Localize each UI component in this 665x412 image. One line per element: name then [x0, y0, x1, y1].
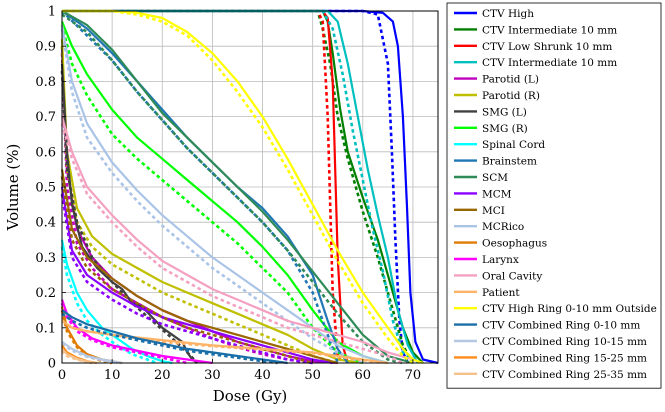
curve-solid-scm: [61, 10, 414, 365]
y-tick-label: 0.4: [35, 216, 56, 231]
legend-label: Oesophagus: [482, 238, 547, 250]
legend-label: Parotid (R): [482, 90, 540, 102]
legend-label: Spinal Cord: [482, 139, 545, 151]
x-tick-label: 70: [405, 368, 422, 383]
legend-label: SMG (L): [482, 106, 527, 118]
legend-label: Larynx: [482, 254, 519, 266]
curve-dotted-scm: [61, 13, 404, 365]
legend-label: CTV Combined Ring 0-10 mm: [482, 320, 640, 332]
y-tick-label: 0.7: [35, 110, 56, 125]
curve-dotted-ctv-intermediate-10-mm: [62, 9, 414, 364]
legend-label: MCI: [482, 205, 505, 217]
curve-solid-ctv-high: [62, 9, 439, 365]
y-tick-label: 0.6: [35, 145, 56, 160]
y-tick-label: 0.5: [35, 181, 56, 196]
curve-dotted-brainstem: [61, 10, 339, 364]
x-tick-label: 30: [204, 368, 221, 383]
curve-dotted-spinal-cord: [60, 246, 158, 365]
legend-label: CTV Intermediate 10 mm: [482, 57, 617, 69]
curve-dotted-ctv-high-ring-0-10-mm-outside: [62, 9, 414, 365]
curve-solid-smg-l: [60, 63, 199, 364]
curve-solid-ctv-combined-ring-0-10-mm: [61, 309, 288, 365]
legend-label: SMG (R): [482, 123, 528, 135]
legend-label: CTV Low Shrunk 10 mm: [482, 41, 612, 53]
legend-label: CTV High: [482, 8, 534, 20]
curve-solid-ctv-high-ring-0-10-mm-outside: [62, 9, 424, 365]
curve-dotted-ctv-combined-ring-10-15-mm: [61, 342, 118, 365]
legend-label: Brainstem: [482, 156, 537, 168]
curve-solid-mci: [60, 169, 338, 365]
curve-solid-mcrico: [60, 24, 389, 365]
y-tick-label: 0.9: [35, 40, 56, 55]
curve-dotted-ctv-combined-ring-0-10-mm: [61, 312, 278, 365]
curve-dotted-ctv-intermediate-10-mm: [62, 9, 415, 364]
curve-solid-parotid-r: [60, 39, 363, 365]
legend-label: CTV Combined Ring 10-15 mm: [482, 336, 647, 348]
legend: CTV High CTV Intermediate 10 mm CTV Low Sh…: [446, 2, 662, 389]
legend-box: [446, 2, 662, 389]
curve-solid-ctv-combined-ring-25-35-mm: [61, 348, 98, 365]
x-axis-label: Dose (Gy): [213, 387, 288, 405]
x-tick-label: 40: [254, 368, 271, 383]
legend-label: CTV Combined Ring 15-25 mm: [482, 352, 647, 364]
curve-solid-ctv-intermediate-10-mm: [62, 9, 419, 364]
curve-dotted-patient: [61, 319, 384, 365]
curve-dotted-larynx: [60, 302, 188, 365]
x-tick-label: 50: [304, 368, 321, 383]
y-tick-label: 0.2: [35, 286, 56, 301]
x-tick-label: 10: [104, 368, 121, 383]
curve-dotted-mcm: [60, 193, 313, 365]
curve-dotted-smg-l: [60, 70, 199, 364]
y-tick-label: 0.8: [35, 75, 56, 90]
curve-solid-oral-cavity: [60, 116, 424, 365]
curve-dotted-oesophagus: [60, 309, 113, 365]
y-axis-ticks: 0 0.1 0.2 0.3 0.4 0.5 0.6 0.7 0.8 0.9 1: [35, 5, 66, 372]
legend-label: CTV Intermediate 10 mm: [482, 24, 617, 36]
legend-label: MCRico: [482, 221, 524, 233]
y-tick-label: 0.3: [35, 251, 56, 266]
curve-solid-smg-r: [60, 21, 389, 365]
x-axis-ticks: 0 10 20 30 40 50 60 70: [58, 359, 421, 383]
legend-label: MCM: [482, 188, 512, 200]
curve-dotted-mcrico: [60, 28, 364, 365]
y-tick-label: 0.1: [35, 321, 56, 336]
legend-label: CTV Combined Ring 25-35 mm: [482, 369, 647, 381]
x-tick-label: 60: [355, 368, 372, 383]
legend-label: Oral Cavity: [482, 270, 542, 282]
y-axis-label: Volume (%): [4, 144, 22, 232]
legend-label: SCM: [482, 172, 508, 184]
y-tick-label: 1: [48, 5, 56, 20]
curve-dotted-ctv-high: [62, 9, 410, 364]
x-tick-label: 0: [58, 368, 66, 383]
grid: [61, 10, 438, 364]
x-tick-label: 20: [154, 368, 171, 383]
legend-label: Patient: [482, 287, 520, 299]
curve-dotted-oral-cavity: [60, 123, 404, 365]
y-tick-label: 0: [48, 357, 56, 372]
legend-label: CTV High Ring 0-10 mm Outside: [482, 303, 657, 315]
legend-label: Parotid (L): [482, 74, 539, 86]
